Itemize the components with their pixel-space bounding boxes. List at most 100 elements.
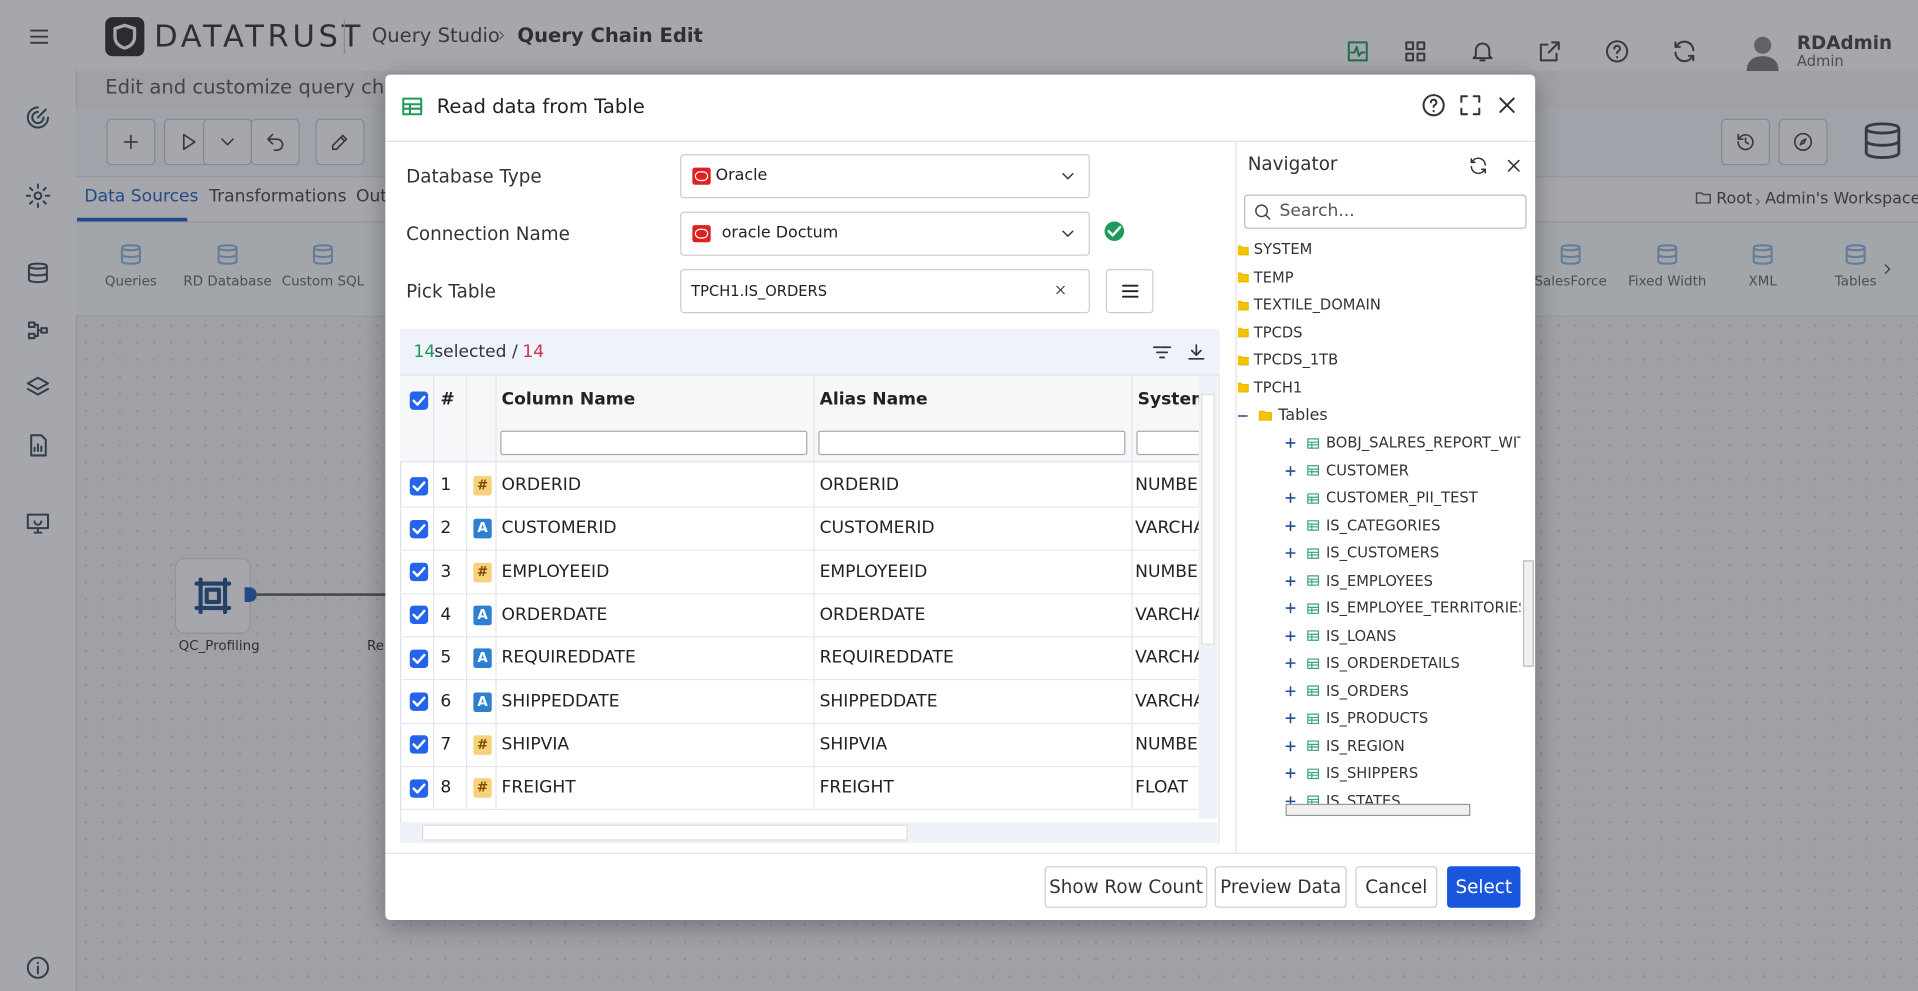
column-filter[interactable] [1136, 430, 1204, 456]
expand-toggle[interactable] [1283, 573, 1298, 588]
checkbox[interactable] [409, 649, 429, 668]
history-button[interactable] [1721, 118, 1771, 166]
palette-label[interactable]: Queries [104, 273, 157, 290]
tree-table[interactable]: IS_LOANS [1325, 626, 1397, 644]
activity[interactable] [1344, 38, 1371, 65]
palette-icon[interactable] [117, 241, 144, 268]
nav-h-thumb[interactable] [1285, 803, 1471, 817]
expand-toggle[interactable] [1283, 711, 1298, 726]
nav-monitor[interactable] [24, 510, 51, 537]
palette-icon[interactable] [1749, 241, 1776, 268]
navigator-refresh[interactable] [1467, 155, 1488, 176]
expand-toggle[interactable] [1283, 656, 1298, 671]
checkbox[interactable] [409, 778, 429, 798]
tree-folder[interactable]: Tables [1278, 406, 1328, 425]
tree-table[interactable]: IS_ORDERS [1325, 681, 1409, 699]
open-external[interactable] [1536, 38, 1563, 65]
tree-table[interactable]: IS_ORDERDETAILS [1325, 654, 1460, 672]
menu-button[interactable] [27, 24, 51, 48]
expand-toggle[interactable] [1283, 738, 1298, 753]
expand-toggle[interactable] [1283, 463, 1298, 478]
download-button[interactable] [1185, 341, 1207, 363]
edit-button[interactable] [315, 118, 365, 166]
breadcrumb[interactable]: Query Studio [371, 23, 500, 47]
navigator-close[interactable] [1503, 155, 1524, 176]
dropdown-arrow[interactable] [1058, 224, 1078, 244]
workspace-root[interactable]: Root [1716, 189, 1753, 209]
add-button[interactable] [106, 118, 156, 166]
column-filter[interactable] [500, 430, 808, 456]
sync[interactable] [1671, 38, 1698, 65]
table-menu-button[interactable] [1105, 269, 1154, 314]
clear-button[interactable] [1053, 283, 1068, 298]
palette-label[interactable]: RD Database [183, 273, 272, 290]
nav-database[interactable] [24, 259, 51, 286]
tree-table[interactable]: CUSTOMER [1325, 461, 1409, 479]
button[interactable]: Show Row Count [1044, 866, 1208, 908]
avatar[interactable] [1746, 34, 1780, 71]
tree-folder[interactable]: SYSTEM [1253, 240, 1313, 258]
palette-icon[interactable] [1842, 241, 1869, 268]
tree-folder[interactable]: TPCDS_1TB [1253, 350, 1339, 369]
expand-toggle[interactable] [1283, 766, 1298, 781]
nav-report[interactable] [24, 432, 51, 459]
expand-toggle[interactable] [1283, 491, 1298, 506]
palette-next[interactable] [1879, 261, 1896, 278]
explore-button[interactable] [1778, 118, 1828, 166]
checkbox[interactable] [409, 390, 429, 410]
palette-label[interactable]: Custom SQL [281, 273, 365, 290]
tree-table[interactable]: IS_SHIPPERS [1325, 764, 1419, 782]
nav-flow[interactable] [24, 317, 51, 344]
expand-toggle[interactable] [1283, 436, 1298, 451]
checkbox[interactable] [409, 519, 429, 539]
expand-toggle[interactable] [1283, 793, 1298, 808]
navigator-search[interactable] [1244, 194, 1527, 229]
checkbox[interactable] [409, 692, 429, 711]
expand-toggle[interactable] [1283, 683, 1298, 698]
button[interactable]: Preview Data [1214, 866, 1347, 908]
button[interactable]: Select [1447, 866, 1521, 908]
palette-label[interactable]: XML [1748, 273, 1777, 290]
nav-settings[interactable] [24, 182, 51, 209]
palette-label[interactable]: SalesForce [1534, 273, 1607, 290]
maximize-button[interactable] [1457, 92, 1484, 119]
checkbox[interactable] [409, 562, 429, 582]
node[interactable] [174, 557, 251, 634]
expand-toggle[interactable] [1283, 518, 1298, 533]
tree-table[interactable]: IS_CATEGORIES [1325, 516, 1441, 534]
nav-layers[interactable] [24, 374, 51, 401]
field-input[interactable] [680, 211, 1090, 256]
v-scroll-thumb[interactable] [1201, 393, 1215, 645]
tree-folder[interactable]: TEXTILE_DOMAIN [1253, 295, 1381, 313]
run-menu-button[interactable] [203, 118, 252, 166]
checkbox[interactable] [409, 606, 429, 625]
tree-table[interactable]: IS_REGION [1325, 736, 1405, 755]
nav-v-thumb[interactable] [1522, 560, 1534, 667]
notifications[interactable] [1469, 38, 1496, 65]
tree-table[interactable]: IS_EMPLOYEES [1325, 571, 1434, 589]
workspace-name[interactable]: Admin's Workspace [1765, 189, 1918, 209]
filter-button[interactable] [1150, 340, 1174, 364]
column-filter[interactable] [818, 430, 1126, 456]
dropdown-arrow[interactable] [1058, 166, 1078, 186]
tab[interactable]: Transformations [209, 186, 347, 207]
palette-icon[interactable] [1557, 241, 1584, 268]
field-input[interactable] [680, 154, 1090, 199]
checkbox[interactable] [409, 735, 429, 755]
tree-table[interactable]: IS_CUSTOMERS [1325, 544, 1440, 562]
field-input[interactable] [680, 269, 1090, 314]
expand-toggle[interactable] [1283, 546, 1298, 561]
expand-toggle[interactable] [1283, 628, 1298, 643]
tab[interactable]: Data Sources [84, 186, 199, 207]
tree-table[interactable]: IS_EMPLOYEE_TERRITORIES [1325, 599, 1521, 617]
nav-info[interactable] [24, 954, 51, 981]
tree-folder[interactable]: TPCDS [1253, 323, 1303, 341]
checkbox[interactable] [409, 476, 429, 495]
undo-button[interactable] [250, 118, 300, 166]
h-scroll-thumb[interactable] [422, 824, 908, 841]
button[interactable]: Cancel [1355, 866, 1438, 908]
tree-table[interactable]: IS_PRODUCTS [1325, 709, 1429, 727]
close-button[interactable] [1494, 92, 1521, 119]
tree-folder[interactable]: TEMP [1253, 268, 1294, 286]
help[interactable] [1604, 38, 1631, 65]
